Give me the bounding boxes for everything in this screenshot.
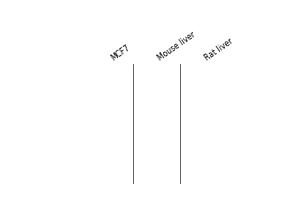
Text: Rat liver: Rat liver <box>203 37 235 63</box>
Text: Mouse liver: Mouse liver <box>156 30 197 63</box>
Text: MCF7: MCF7 <box>109 44 131 63</box>
